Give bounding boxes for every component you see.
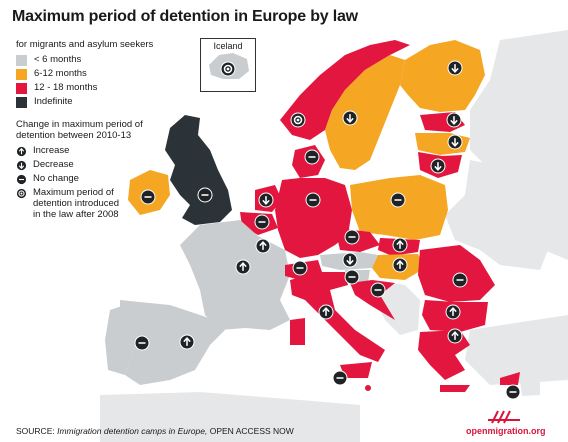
- marker-croatia: [370, 282, 386, 298]
- marker-slovakia: [392, 237, 408, 253]
- marker-greece: [447, 328, 463, 344]
- arrow-up-icon: [16, 145, 27, 157]
- change-legend-label: Increase: [33, 144, 70, 156]
- openmigration-logo-icon: [488, 410, 520, 424]
- legend-label: < 6 months: [34, 54, 82, 66]
- change-legend-label: Decrease: [33, 158, 74, 170]
- marker-poland: [390, 192, 406, 208]
- iceland-map: [209, 53, 249, 79]
- marker-malta: [332, 370, 348, 386]
- change-legend-item: Decrease: [16, 158, 201, 171]
- marker-norway: [290, 112, 306, 128]
- marker-iceland: [220, 61, 236, 77]
- arrow-down-icon: [16, 159, 27, 171]
- country-sweden: [325, 55, 405, 170]
- country-germany: [275, 178, 352, 258]
- marker-lithuania: [430, 158, 446, 174]
- legend-item: 12 - 18 months: [16, 82, 201, 96]
- country-greece: [418, 330, 470, 392]
- source-org: OPEN ACCESS NOW: [209, 426, 294, 436]
- legend-label: 6-12 months: [34, 68, 87, 80]
- marker-denmark: [304, 149, 320, 165]
- minus-icon: [16, 173, 27, 185]
- marker-united-kingdom: [197, 187, 213, 203]
- marker-ireland: [140, 189, 156, 205]
- marker-czech-republic: [344, 229, 360, 245]
- marker-netherlands: [258, 192, 274, 208]
- marker-sweden: [342, 110, 358, 126]
- country-cyprus: [500, 372, 520, 385]
- land-turkey: [465, 315, 568, 385]
- change-legend-label: Maximum period of detention introduced i…: [33, 186, 120, 220]
- country-finland: [400, 40, 485, 112]
- legend-swatch: [16, 55, 27, 67]
- dot-icon: [16, 187, 27, 199]
- brand-link[interactable]: openmigration.org: [466, 426, 546, 436]
- marker-latvia: [447, 134, 463, 150]
- legend: for migrants and asylum seekers < 6 mont…: [16, 39, 201, 224]
- legend-label: 12 - 18 months: [34, 82, 98, 94]
- source-title: Immigration detention camps in Europe,: [57, 426, 208, 436]
- change-legend-item: Maximum period of detention introduced i…: [16, 186, 201, 221]
- change-legend-item: Increase: [16, 144, 201, 157]
- source-label: SOURCE:: [16, 426, 55, 436]
- page-title: Maximum period of detention in Europe by…: [12, 8, 358, 25]
- marker-estonia: [446, 112, 462, 128]
- marker-cyprus: [505, 384, 521, 400]
- marker-germany: [305, 192, 321, 208]
- country-united-kingdom: [165, 115, 232, 225]
- country-france: [180, 220, 290, 330]
- land-belarus-ukraine: [445, 160, 560, 270]
- change-legend-label: No change: [33, 172, 79, 184]
- marker-bulgaria: [445, 304, 461, 320]
- country-malta: [365, 385, 371, 391]
- country-italy: [290, 272, 385, 378]
- marker-france: [235, 259, 251, 275]
- source-note: SOURCE: Immigration detention camps in E…: [16, 426, 294, 436]
- marker-italy: [318, 304, 334, 320]
- marker-portugal: [134, 335, 150, 351]
- marker-luxembourg: [255, 238, 271, 254]
- marker-finland: [447, 60, 463, 76]
- country-portugal: [105, 305, 135, 375]
- country-spain: [120, 300, 225, 385]
- legend-swatch: [16, 97, 27, 109]
- iceland-inset: Iceland: [200, 38, 256, 92]
- change-legend-item: No change: [16, 172, 201, 185]
- country-poland: [350, 175, 448, 240]
- marker-switzerland: [292, 260, 308, 276]
- marker-belgium: [254, 214, 270, 230]
- legend-item: 6-12 months: [16, 68, 201, 82]
- land-cyprus-area: [520, 378, 540, 396]
- change-legend-title: Change in maximum period of detention be…: [16, 118, 143, 141]
- marker-spain: [179, 334, 195, 350]
- legend-swatch: [16, 69, 27, 81]
- legend-item: Indefinite: [16, 96, 201, 110]
- marker-romania: [452, 272, 468, 288]
- legend-label: Indefinite: [34, 96, 73, 108]
- iceland-inset-label: Iceland: [213, 41, 243, 51]
- marker-hungary: [392, 257, 408, 273]
- marker-austria: [342, 252, 358, 268]
- marker-slovenia: [344, 269, 360, 285]
- legend-item: < 6 months: [16, 54, 201, 68]
- legend-swatch: [16, 83, 27, 95]
- land-north-africa: [100, 392, 360, 442]
- legend-subtitle: for migrants and asylum seekers: [16, 39, 154, 50]
